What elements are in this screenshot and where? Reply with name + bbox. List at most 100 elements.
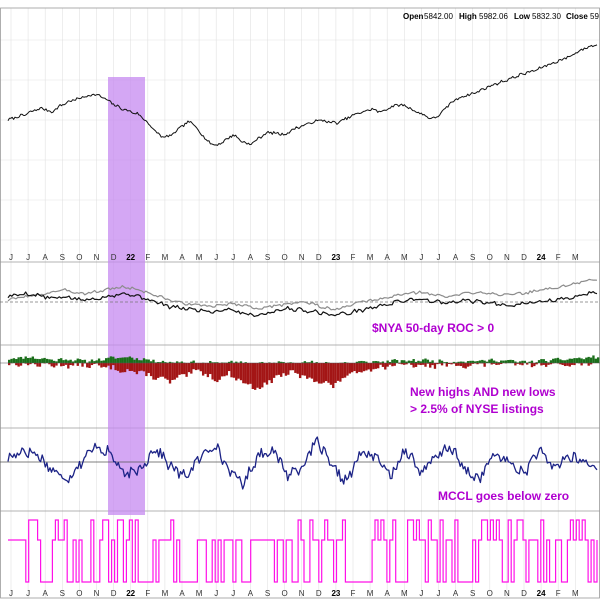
lows-bar [119, 363, 122, 373]
lows-bar [114, 363, 117, 371]
highs-bar [41, 358, 44, 363]
highs-bar [147, 359, 150, 363]
highs-bar [542, 359, 545, 363]
x-tick-label-bottom: J [214, 589, 218, 598]
lows-bar [403, 363, 406, 365]
highs-bar [69, 359, 72, 363]
highs-bar [81, 360, 84, 363]
highs-bar [161, 360, 165, 363]
highs-bar [10, 358, 13, 363]
lows-bar [67, 363, 70, 369]
highs-bar [213, 362, 217, 363]
highs-bar [419, 361, 422, 363]
highs-bar [490, 358, 493, 363]
highs-bar [192, 360, 195, 363]
lows-bar [88, 363, 91, 368]
x-tick-label: O [281, 253, 287, 262]
lows-bar [256, 363, 259, 388]
x-tick-label: S [60, 253, 65, 262]
price-series-line [7, 44, 598, 146]
lows-bar [225, 363, 228, 376]
lows-bar [218, 363, 221, 380]
lows-bar [187, 363, 191, 373]
highs-bar [466, 361, 470, 363]
lows-bar [492, 363, 496, 364]
highs-bar [585, 357, 588, 363]
x-tick-label: 22 [126, 253, 135, 262]
roc-primary-line [7, 291, 598, 317]
lows-bar [306, 363, 309, 379]
x-tick-label: D [316, 253, 322, 262]
lows-bar [464, 363, 467, 369]
lows-bar [547, 363, 550, 365]
highs-bar [495, 361, 498, 363]
lows-bar [102, 363, 105, 367]
highs-bar [511, 360, 515, 363]
signal-step-line [8, 519, 598, 583]
lows-bar [561, 363, 564, 365]
highs-bar [60, 358, 63, 363]
x-tick-label-bottom: O [76, 589, 82, 598]
lows-bar [381, 363, 385, 367]
lows-bar [462, 363, 465, 368]
highs-bar [554, 358, 557, 363]
roc-panel [0, 278, 600, 317]
lows-bar [183, 363, 186, 375]
highs-bar [377, 361, 380, 363]
lows-bar [157, 363, 160, 378]
highs-bar [45, 358, 49, 363]
lows-bar [64, 363, 68, 365]
lows-bar [450, 363, 453, 365]
highs-bar [282, 362, 285, 363]
lows-bar [440, 363, 444, 366]
lows-bar [358, 363, 361, 372]
lows-bar [400, 363, 404, 365]
x-tick-label: A [453, 253, 459, 262]
lows-bar [317, 363, 321, 384]
highs-lows-annotation-line2: > 2.5% of NYSE listings [410, 402, 544, 416]
lows-bar [19, 363, 23, 366]
x-tick-label-bottom: J [419, 589, 423, 598]
lows-bar [147, 363, 150, 374]
highs-bar [393, 359, 396, 363]
lows-bar [421, 363, 425, 365]
lows-bar [175, 363, 179, 378]
lows-bar [526, 363, 529, 365]
x-tick-label-bottom: A [453, 589, 459, 598]
lows-bar [298, 363, 302, 379]
highs-bar [381, 361, 385, 363]
highs-bar [544, 361, 548, 363]
x-tick-label: N [94, 253, 100, 262]
highs-bar [67, 360, 70, 363]
highs-bar [497, 362, 501, 363]
highs-bar [140, 360, 143, 363]
lows-bar [90, 363, 94, 366]
highs-bar [104, 358, 108, 363]
highs-bar [121, 357, 124, 363]
highs-bar [8, 359, 11, 363]
x-tick-label: J [26, 253, 30, 262]
highs-bar [431, 360, 434, 363]
highs-bar [523, 360, 527, 363]
lows-bar [533, 363, 536, 367]
lows-bar [438, 363, 441, 364]
lows-bar [121, 363, 124, 373]
x-tick-label-bottom: S [265, 589, 270, 598]
highs-bar [587, 356, 590, 363]
lows-bar [280, 363, 283, 377]
highs-bar [164, 362, 167, 363]
highs-bar [303, 361, 307, 363]
x-tick-label: J [419, 253, 423, 262]
lows-bar [303, 363, 307, 376]
lows-bar [566, 363, 569, 366]
lows-bar [180, 363, 184, 375]
highs-bar [168, 361, 172, 363]
highs-bar [518, 361, 522, 363]
highs-bar [171, 362, 174, 363]
lows-bar [159, 363, 162, 377]
lows-bar [483, 363, 486, 367]
lows-bar [334, 363, 337, 383]
lows-bar [377, 363, 380, 369]
lows-bar [164, 363, 167, 379]
